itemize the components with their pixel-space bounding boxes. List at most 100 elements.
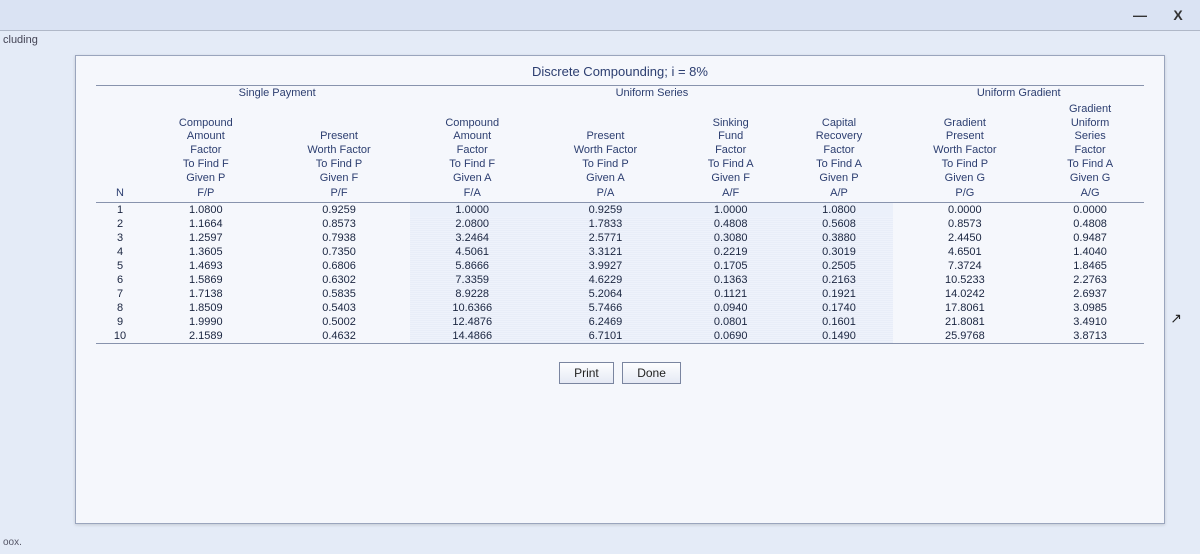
window-titlebar: — X [0,0,1200,31]
cell-pa: 5.7466 [534,301,677,315]
cell-fp: 1.1664 [144,217,268,231]
cell-af: 0.2219 [677,245,785,259]
cell-n: 7 [96,287,144,301]
cell-pa: 6.2469 [534,315,677,329]
group-single-payment: Single Payment [144,86,410,102]
cell-fp: 1.8509 [144,301,268,315]
table-row: 102.15890.463214.48666.71010.06900.14902… [96,329,1144,344]
cell-n: 1 [96,203,144,218]
minimize-button[interactable]: — [1126,4,1154,26]
cell-pa: 6.7101 [534,329,677,344]
cell-pg: 21.8081 [893,315,1036,329]
group-uniform-series: Uniform Series [410,86,893,102]
cell-af: 1.0000 [677,203,785,218]
hdr-fa: CompoundAmountFactorTo Find FGiven A [410,102,534,187]
cell-af: 0.0801 [677,315,785,329]
cell-af: 0.1705 [677,259,785,273]
cell-pg: 7.3724 [893,259,1036,273]
cell-pa: 3.3121 [534,245,677,259]
cell-fa: 8.9228 [410,287,534,301]
cell-ag: 1.8465 [1036,259,1144,273]
hdr-fp: CompoundAmountFactorTo Find FGiven P [144,102,268,187]
print-button[interactable]: Print [559,362,614,384]
title-compounding: Discrete Compounding; i = 8% [76,64,1164,79]
table-row: 61.58690.63027.33594.62290.13630.216310.… [96,273,1144,287]
hdr-af: SinkingFundFactorTo Find AGiven F [677,102,785,187]
cell-pa: 2.5771 [534,231,677,245]
cell-pa: 3.9927 [534,259,677,273]
cell-fa: 2.0800 [410,217,534,231]
cell-pg: 25.9768 [893,329,1036,344]
done-button[interactable]: Done [622,362,681,384]
group-uniform-gradient: Uniform Gradient [893,86,1144,102]
cell-ap: 0.1921 [785,287,894,301]
cell-pf: 0.8573 [268,217,411,231]
cell-fp: 2.1589 [144,329,268,344]
cell-pg: 14.0242 [893,287,1036,301]
left-corner-label: oox. [3,537,22,548]
cell-ag: 2.2763 [1036,273,1144,287]
cell-fa: 7.3359 [410,273,534,287]
cell-fp: 1.5869 [144,273,268,287]
content-panel: Discrete Compounding; i = 8% Single Paym… [75,55,1165,524]
cell-fp: 1.7138 [144,287,268,301]
cell-pa: 1.7833 [534,217,677,231]
cell-pf: 0.6806 [268,259,411,273]
cell-ap: 0.3880 [785,231,894,245]
cell-pf: 0.6302 [268,273,411,287]
cell-n: 5 [96,259,144,273]
hdr-af-sym: A/F [677,186,785,202]
table-row: 91.99900.500212.48766.24690.08010.160121… [96,315,1144,329]
cell-ag: 3.0985 [1036,301,1144,315]
cell-fp: 1.9990 [144,315,268,329]
hdr-pa: PresentWorth FactorTo Find PGiven A [534,102,677,187]
cell-ag: 3.8713 [1036,329,1144,344]
table-row: 11.08000.92591.00000.92591.00001.08000.0… [96,203,1144,218]
cell-ap: 0.2163 [785,273,894,287]
close-button[interactable]: X [1164,4,1192,26]
hdr-pa-sym: P/A [534,186,677,202]
cell-pa: 0.9259 [534,203,677,218]
cell-fa: 1.0000 [410,203,534,218]
cell-ap: 0.2505 [785,259,894,273]
interest-table: Single Payment Uniform Series Uniform Gr… [96,85,1144,344]
cell-fa: 14.4866 [410,329,534,344]
hdr-pg-sym: P/G [893,186,1036,202]
cell-pf: 0.5403 [268,301,411,315]
hdr-ag-sym: A/G [1036,186,1144,202]
cell-ap: 0.3019 [785,245,894,259]
table-row: 41.36050.73504.50613.31210.22190.30194.6… [96,245,1144,259]
cell-pa: 4.6229 [534,273,677,287]
cell-ap: 0.5608 [785,217,894,231]
hdr-ap-sym: A/P [785,186,894,202]
cell-ag: 0.4808 [1036,217,1144,231]
cell-n: 2 [96,217,144,231]
cell-pf: 0.4632 [268,329,411,344]
hdr-pg: GradientPresentWorth FactorTo Find PGive… [893,102,1036,187]
table-row: 81.85090.540310.63665.74660.09400.174017… [96,301,1144,315]
cell-fp: 1.0800 [144,203,268,218]
cell-ap: 0.1490 [785,329,894,344]
cell-pg: 0.8573 [893,217,1036,231]
cell-pf: 0.7350 [268,245,411,259]
cell-af: 0.0940 [677,301,785,315]
cell-pg: 4.6501 [893,245,1036,259]
cell-pf: 0.7938 [268,231,411,245]
cell-af: 0.0690 [677,329,785,344]
cell-pf: 0.5835 [268,287,411,301]
cell-af: 0.4808 [677,217,785,231]
hdr-fp-sym: F/P [144,186,268,202]
hdr-pf: PresentWorth FactorTo Find PGiven F [268,102,411,187]
cell-pg: 17.8061 [893,301,1036,315]
cell-fp: 1.3605 [144,245,268,259]
cell-pf: 0.9259 [268,203,411,218]
cell-ap: 0.1601 [785,315,894,329]
cell-fp: 1.2597 [144,231,268,245]
hdr-n: N [96,186,144,202]
cell-n: 10 [96,329,144,344]
left-tab-label: cluding [0,30,41,50]
cell-pg: 0.0000 [893,203,1036,218]
cell-af: 0.1363 [677,273,785,287]
cell-ag: 1.4040 [1036,245,1144,259]
cell-pf: 0.5002 [268,315,411,329]
